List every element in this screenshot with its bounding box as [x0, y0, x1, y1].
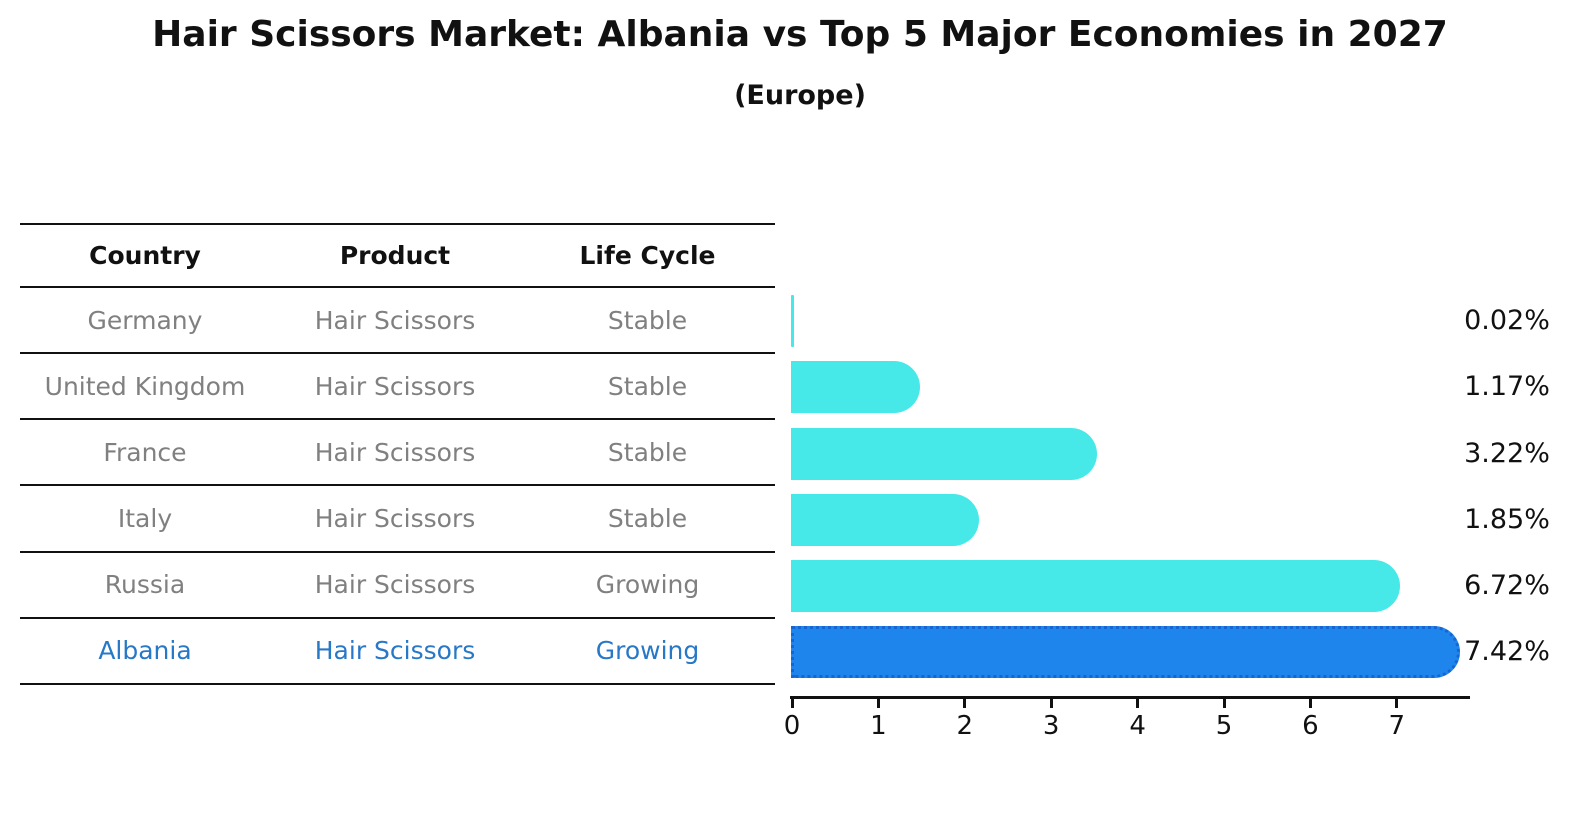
cell-product-united-kingdom: Hair Scissors	[314, 371, 476, 401]
table-body: Germany Hair Scissors Stable United Kingdom…	[20, 288, 775, 685]
x-tick-label-2: 2	[956, 711, 974, 741]
x-tick-1	[876, 699, 880, 708]
x-axis-line	[790, 696, 1470, 699]
x-tick-label-6: 6	[1302, 711, 1319, 741]
value-label-albania: 7.42%	[1464, 636, 1550, 668]
table-row-albania: Albania Hair Scissors Growing	[20, 619, 775, 685]
cell-life-cycle-france: Stable	[607, 437, 688, 467]
bar-russia	[791, 559, 1400, 612]
column-header-country: Country	[89, 241, 201, 270]
x-tick-7	[1395, 699, 1399, 708]
table-row-germany: Germany Hair Scissors Stable	[20, 288, 775, 355]
column-header-product: Product	[339, 241, 451, 270]
cell-life-cycle-united-kingdom: Stable	[607, 371, 688, 401]
x-tick-4	[1136, 699, 1140, 708]
table-header-row: Country Product Life Cycle	[20, 223, 775, 288]
value-label-russia: 6.72%	[1464, 569, 1550, 601]
x-tick-label-7: 7	[1388, 711, 1406, 741]
x-tick-label-5: 5	[1215, 711, 1233, 741]
bar-italy	[791, 493, 979, 546]
value-label-france: 3.22%	[1464, 437, 1550, 469]
country-table: Country Product Life Cycle Germany Hair S…	[20, 223, 775, 685]
cell-country-russia: Russia	[104, 570, 186, 600]
x-tick-2	[963, 699, 967, 708]
table-row-russia: Russia Hair Scissors Growing	[20, 553, 775, 619]
cell-country-united-kingdom: United Kingdom	[44, 371, 246, 401]
table-row-france: France Hair Scissors Stable	[20, 420, 775, 487]
bar-albania	[791, 626, 1461, 679]
bar-france	[791, 427, 1098, 480]
cell-country-italy: Italy	[117, 504, 173, 534]
cell-life-cycle-germany: Stable	[607, 305, 688, 335]
cell-product-albania: Hair Scissors	[314, 636, 476, 666]
column-header-lifecycle: Life Cycle	[579, 241, 716, 270]
bar-united-kingdom	[791, 361, 921, 414]
x-tick-label-3: 3	[1042, 711, 1060, 741]
cell-product-russia: Hair Scissors	[314, 570, 476, 600]
cell-country-germany: Germany	[87, 305, 203, 335]
x-tick-label-1: 1	[870, 711, 887, 741]
value-label-united-kingdom: 1.17%	[1464, 371, 1550, 403]
x-tick-label-4: 4	[1129, 711, 1146, 741]
chart-title: Hair Scissors Market: Albania vs Top 5 M…	[152, 14, 1448, 55]
x-tick-0	[790, 699, 794, 708]
x-tick-label-0: 0	[783, 711, 801, 741]
x-tick-3	[1049, 699, 1053, 708]
value-label-germany: 0.02%	[1464, 305, 1550, 337]
x-tick-6	[1308, 699, 1312, 708]
table-row-italy: Italy Hair Scissors Stable	[20, 486, 775, 553]
cell-life-cycle-italy: Stable	[607, 504, 688, 534]
cell-product-germany: Hair Scissors	[314, 305, 476, 335]
cell-product-italy: Hair Scissors	[314, 504, 476, 534]
x-tick-5	[1222, 699, 1226, 708]
bar-germany	[791, 295, 794, 348]
cell-product-france: Hair Scissors	[314, 437, 476, 467]
value-label-italy: 1.85%	[1464, 503, 1550, 535]
cell-life-cycle-albania: Growing	[595, 636, 700, 666]
chart-subtitle: (Europe)	[734, 80, 866, 111]
table-row-united-kingdom: United Kingdom Hair Scissors Stable	[20, 354, 775, 421]
cell-country-france: France	[103, 437, 187, 467]
cell-country-albania: Albania	[98, 636, 192, 666]
cell-life-cycle-russia: Growing	[595, 570, 700, 600]
